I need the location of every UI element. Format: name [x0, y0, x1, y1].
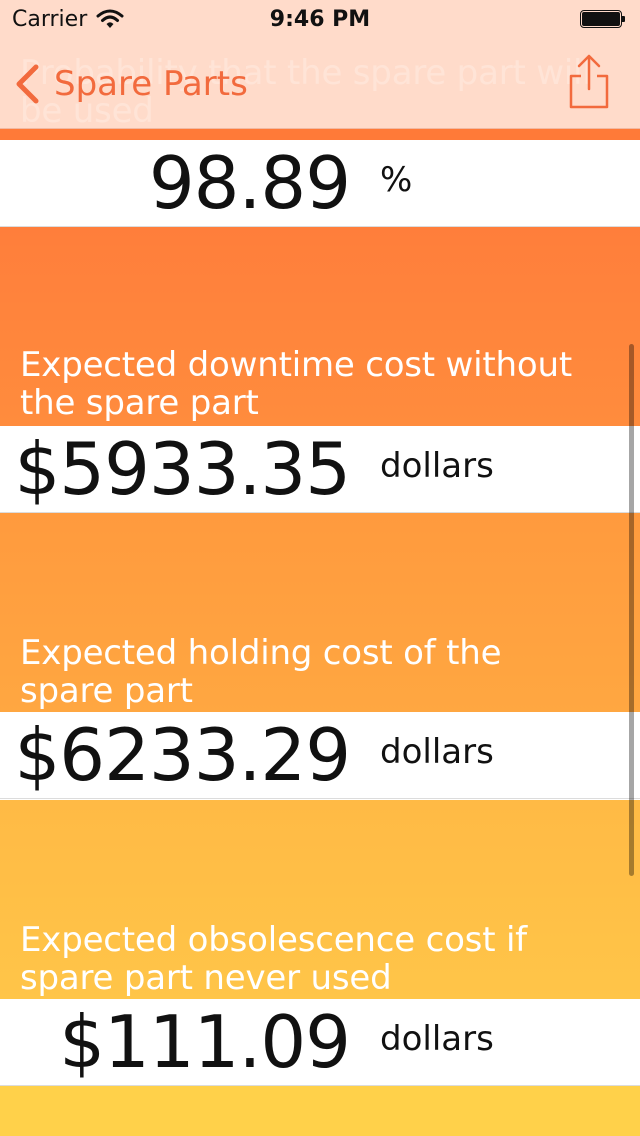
status-bar: Carrier 9:46 PM: [0, 0, 640, 40]
back-button-label: Spare Parts: [54, 64, 248, 104]
probability-value: 98.89: [148, 141, 351, 225]
holding-cost-unit: dollars: [380, 732, 494, 772]
obsolescence-cost-label: Expected obsolescence cost if spare part…: [20, 920, 527, 998]
holding-cost-value: $6233.29: [14, 713, 351, 797]
band-holding: [0, 512, 640, 712]
downtime-cost-row: $5933.35 dollars: [0, 426, 640, 513]
probability-row: 98.89 %: [0, 140, 640, 227]
navigation-bar: Carrier 9:46 PM Spare Parts: [0, 0, 640, 129]
downtime-cost-label: Expected downtime cost without the spare…: [20, 345, 572, 423]
band-obsolescence: [0, 800, 640, 1000]
holding-cost-row: $6233.29 dollars: [0, 712, 640, 799]
band-downtime: [0, 226, 640, 426]
obsolescence-cost-row: $111.09 dollars: [0, 999, 640, 1086]
obsolescence-cost-unit: dollars: [380, 1019, 494, 1059]
wifi-icon: [96, 8, 124, 34]
downtime-cost-unit: dollars: [380, 446, 494, 486]
battery-icon: [580, 10, 625, 30]
share-button[interactable]: [566, 54, 612, 110]
chevron-left-icon: [14, 64, 40, 108]
holding-cost-label: Expected holding cost of the spare part: [20, 633, 502, 711]
share-icon: [566, 54, 612, 114]
probability-unit: %: [380, 160, 413, 200]
downtime-cost-value: $5933.35: [14, 427, 351, 511]
obsolescence-cost-value: $111.09: [59, 1000, 351, 1084]
band-next: [0, 1086, 640, 1136]
status-time: 9:46 PM: [269, 7, 371, 32]
carrier-label: Carrier: [12, 7, 88, 32]
vertical-scrollbar[interactable]: [629, 344, 634, 876]
